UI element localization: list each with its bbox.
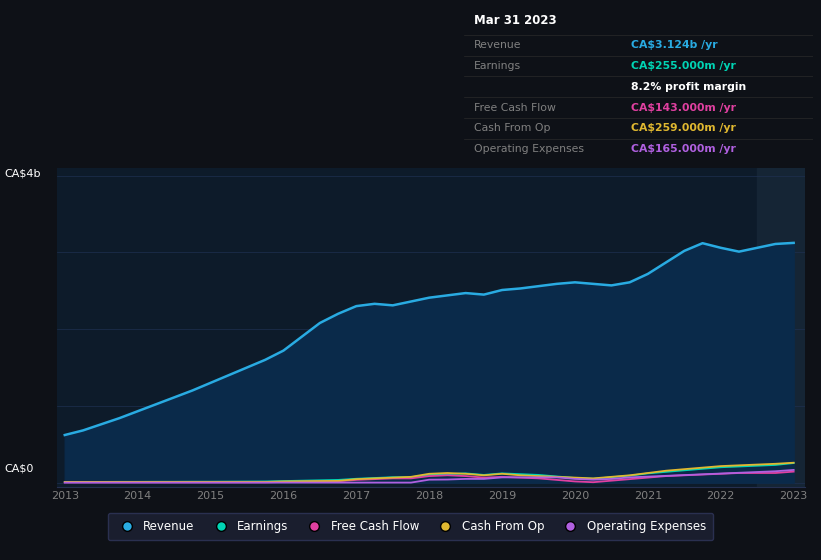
Text: CA$0: CA$0: [4, 463, 34, 473]
Text: Mar 31 2023: Mar 31 2023: [475, 13, 557, 27]
Text: CA$4b: CA$4b: [4, 168, 40, 178]
Text: Free Cash Flow: Free Cash Flow: [475, 102, 556, 113]
Text: CA$165.000m /yr: CA$165.000m /yr: [631, 144, 736, 154]
Text: CA$259.000m /yr: CA$259.000m /yr: [631, 123, 736, 133]
Text: CA$255.000m /yr: CA$255.000m /yr: [631, 61, 736, 71]
Text: 8.2% profit margin: 8.2% profit margin: [631, 82, 746, 92]
Text: Operating Expenses: Operating Expenses: [475, 144, 585, 154]
Legend: Revenue, Earnings, Free Cash Flow, Cash From Op, Operating Expenses: Revenue, Earnings, Free Cash Flow, Cash …: [108, 513, 713, 540]
Text: Earnings: Earnings: [475, 61, 521, 71]
Bar: [757, 168, 805, 487]
Text: Cash From Op: Cash From Op: [475, 123, 551, 133]
Text: CA$3.124b /yr: CA$3.124b /yr: [631, 40, 718, 50]
Text: CA$143.000m /yr: CA$143.000m /yr: [631, 102, 736, 113]
Text: Revenue: Revenue: [475, 40, 522, 50]
